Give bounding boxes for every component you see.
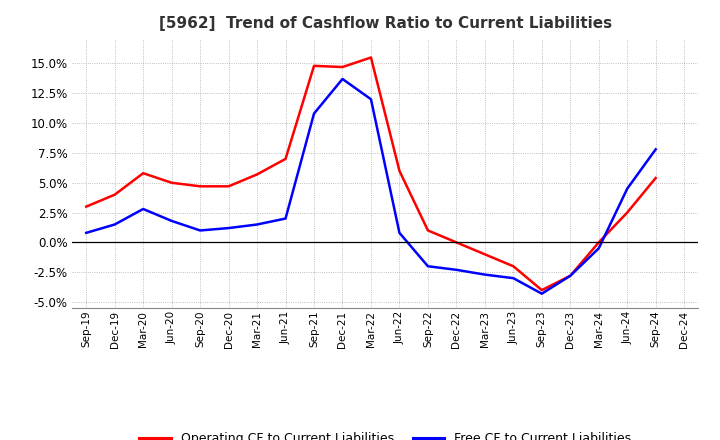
Legend: Operating CF to Current Liabilities, Free CF to Current Liabilities: Operating CF to Current Liabilities, Fre… — [135, 427, 636, 440]
Free CF to Current Liabilities — [423, 264, 432, 269]
Free CF to Current Liabilities — [110, 222, 119, 227]
Free CF to Current Liabilities — [537, 291, 546, 296]
Free CF to Current Liabilities — [652, 147, 660, 152]
Operating CF to Current Liabilities — [423, 228, 432, 233]
Line: Operating CF to Current Liabilities: Operating CF to Current Liabilities — [86, 58, 656, 290]
Operating CF to Current Liabilities — [623, 210, 631, 215]
Operating CF to Current Liabilities — [282, 156, 290, 161]
Free CF to Current Liabilities — [196, 228, 204, 233]
Operating CF to Current Liabilities — [310, 63, 318, 69]
Operating CF to Current Liabilities — [652, 175, 660, 180]
Line: Free CF to Current Liabilities: Free CF to Current Liabilities — [86, 79, 656, 293]
Operating CF to Current Liabilities — [366, 55, 375, 60]
Free CF to Current Liabilities — [282, 216, 290, 221]
Free CF to Current Liabilities — [480, 272, 489, 277]
Operating CF to Current Liabilities — [110, 192, 119, 197]
Free CF to Current Liabilities — [566, 273, 575, 279]
Operating CF to Current Liabilities — [452, 240, 461, 245]
Free CF to Current Liabilities — [623, 186, 631, 191]
Operating CF to Current Liabilities — [139, 171, 148, 176]
Free CF to Current Liabilities — [595, 246, 603, 251]
Operating CF to Current Liabilities — [509, 264, 518, 269]
Operating CF to Current Liabilities — [395, 168, 404, 173]
Free CF to Current Liabilities — [366, 97, 375, 102]
Operating CF to Current Liabilities — [595, 240, 603, 245]
Free CF to Current Liabilities — [452, 267, 461, 272]
Free CF to Current Liabilities — [310, 111, 318, 116]
Operating CF to Current Liabilities — [480, 252, 489, 257]
Free CF to Current Liabilities — [509, 275, 518, 281]
Free CF to Current Liabilities — [139, 206, 148, 212]
Free CF to Current Liabilities — [395, 230, 404, 235]
Operating CF to Current Liabilities — [537, 287, 546, 293]
Free CF to Current Liabilities — [253, 222, 261, 227]
Title: [5962]  Trend of Cashflow Ratio to Current Liabilities: [5962] Trend of Cashflow Ratio to Curren… — [158, 16, 612, 32]
Operating CF to Current Liabilities — [167, 180, 176, 185]
Operating CF to Current Liabilities — [566, 273, 575, 279]
Free CF to Current Liabilities — [338, 76, 347, 81]
Operating CF to Current Liabilities — [338, 64, 347, 70]
Free CF to Current Liabilities — [82, 230, 91, 235]
Free CF to Current Liabilities — [225, 225, 233, 231]
Operating CF to Current Liabilities — [82, 204, 91, 209]
Operating CF to Current Liabilities — [225, 183, 233, 189]
Operating CF to Current Liabilities — [196, 183, 204, 189]
Operating CF to Current Liabilities — [253, 172, 261, 177]
Free CF to Current Liabilities — [167, 218, 176, 224]
